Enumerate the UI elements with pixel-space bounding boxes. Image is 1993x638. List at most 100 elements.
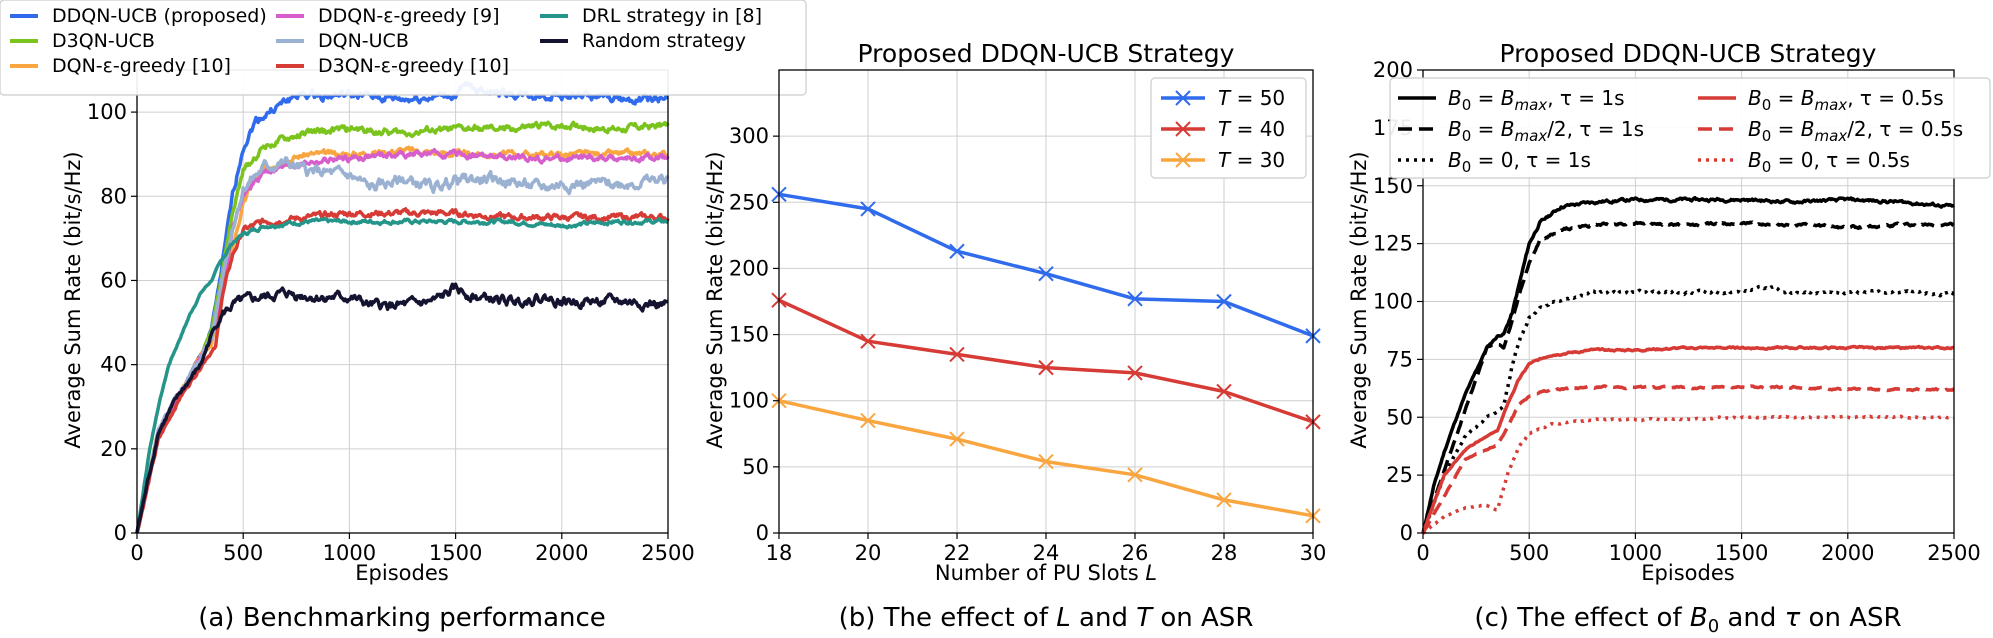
panel-b-ytick-label: 50 xyxy=(742,455,769,479)
panel-c-xtick-label: 1000 xyxy=(1609,541,1662,565)
panel-c-series xyxy=(1421,195,1955,535)
panel-a-ytick-label: 40 xyxy=(100,353,127,377)
panel-b-series-0-point xyxy=(1038,266,1054,282)
panel-a-legend-item-4: DQN-UCB xyxy=(276,30,409,52)
panel-a-legend-item-1: D3QN-UCB xyxy=(10,30,155,52)
panel-a-legend-item-6: DRL strategy in [8] xyxy=(540,5,762,27)
panel-b-xtick-label: 22 xyxy=(944,541,971,565)
panel-c-xtick-label: 1500 xyxy=(1715,541,1768,565)
panel-b-xtick-label: 26 xyxy=(1122,541,1149,565)
panel-b-legend-label-0: T = 50 xyxy=(1218,86,1285,110)
panel-a-legend-label-6: DRL strategy in [8] xyxy=(582,5,762,27)
panel-b-series-1-point xyxy=(1038,359,1054,376)
panel-c-legend-label-1: B0 = Bmax/2, τ = 1s xyxy=(1448,117,1644,145)
panel-a-series-4 xyxy=(135,156,670,534)
panel-a-legend-label-0: DDQN-UCB (proposed) xyxy=(52,5,267,27)
panel-a-legend-label-7: Random strategy xyxy=(582,30,746,52)
panel-c-legend-box xyxy=(1389,77,1991,179)
panel-b-title: Proposed DDQN-UCB Strategy xyxy=(858,39,1235,68)
panel-b-series-1-point xyxy=(949,346,965,363)
panel-c-series-3 xyxy=(1421,344,1955,534)
panel-a-legend-item-2: DQN-ε-greedy [10] xyxy=(10,55,231,77)
panel-a-xtick-label: 0 xyxy=(130,541,143,565)
panel-a-legend-box xyxy=(0,0,807,96)
panel-b-ytick-label: 300 xyxy=(729,124,769,148)
panel-a-legend-label-2: DQN-ε-greedy [10] xyxy=(52,55,231,77)
panel-b-series-1-point xyxy=(1216,383,1232,400)
panel-a-xtick-label: 1500 xyxy=(429,541,482,565)
panel-b-series-2-point xyxy=(860,412,876,429)
panel-b-xtick-label: 28 xyxy=(1211,541,1238,565)
panel-a-xtick-label: 2500 xyxy=(641,541,694,565)
panel-b-series-2-point xyxy=(1127,467,1143,483)
panel-a-legend-item-7: Random strategy xyxy=(540,30,746,52)
panel-a-ytick-label: 60 xyxy=(100,268,127,292)
panel-c-legend-label-2: B0 = 0, τ = 1s xyxy=(1448,148,1591,176)
panel-a-ytick-label: 20 xyxy=(100,437,127,461)
panel-a-legend: DDQN-UCB (proposed) D3QN-UCB DQN-ε-greedy … xyxy=(0,0,807,96)
panel-b-caption: (b) The effect of L and T on ASR xyxy=(839,603,1254,633)
panel-a-xtick-label: 2000 xyxy=(535,541,588,565)
panel-c-series-4 xyxy=(1421,384,1955,534)
panel-c-ytick-label: 75 xyxy=(1386,347,1413,371)
panel-b-series-0-point xyxy=(949,243,965,259)
panel-a-legend-label-4: DQN-UCB xyxy=(318,30,409,52)
panel-c-series-2 xyxy=(1421,284,1955,534)
panel-b-ytick-label: 250 xyxy=(729,190,769,214)
panel-c-ylabel: Average Sum Rate (bit/s/Hz) xyxy=(1347,151,1371,448)
panel-b-ytick-label: 100 xyxy=(729,389,769,413)
panel-c-legend-item-5: B0 = 0, τ = 0.5s xyxy=(1698,148,1910,176)
panel-a-xtick-label: 500 xyxy=(223,541,263,565)
panel-a-series-7 xyxy=(135,282,669,534)
panel-b-series-0-point xyxy=(1216,293,1232,310)
panel-b-ytick-label: 150 xyxy=(729,323,769,347)
panel-b-xtick-label: 18 xyxy=(766,541,793,565)
panel-b-series xyxy=(771,186,1321,524)
panel-b-series-2-point xyxy=(949,431,965,447)
panel-b-legend-label-2: T = 30 xyxy=(1218,148,1285,172)
panel-a-ytick-label: 80 xyxy=(100,184,127,208)
panel-c-xlabel: Episodes xyxy=(1641,561,1734,585)
panel-c-legend-label-5: B0 = 0, τ = 0.5s xyxy=(1748,148,1910,176)
panel-b-series-0-point xyxy=(860,201,876,217)
panel-b-legend-label-1: T = 40 xyxy=(1218,117,1285,141)
panel-a-caption: (a) Benchmarking performance xyxy=(198,603,606,633)
panel-b-xtick-label: 24 xyxy=(1033,541,1060,565)
panel-c-xtick-label: 0 xyxy=(1416,541,1429,565)
panel-c-series-5 xyxy=(1422,414,1955,535)
panel-a-series-5 xyxy=(135,207,670,534)
panel-a-ylabel: Average Sum Rate (bit/s/Hz) xyxy=(61,151,85,448)
panel-a-ytick-label: 0 xyxy=(114,521,127,545)
panel-b-ylabel: Average Sum Rate (bit/s/Hz) xyxy=(703,151,727,448)
panel-c-ytick-label: 125 xyxy=(1373,232,1413,256)
panel-b-xtick-label: 20 xyxy=(855,541,882,565)
panel-c-legend-item-3: B0 = Bmax, τ = 0.5s xyxy=(1698,86,1944,114)
panel-b-legend-item-0: T = 50 xyxy=(1161,86,1285,110)
panel-b-legend-item-2: T = 30 xyxy=(1161,148,1285,172)
panel-c-legend-item-2: B0 = 0, τ = 1s xyxy=(1398,148,1591,176)
panel-c-ytick-label: 50 xyxy=(1386,405,1413,429)
panel-c-series-1 xyxy=(1421,220,1955,534)
panel-c-legend-item-1: B0 = Bmax/2, τ = 1s xyxy=(1398,117,1644,145)
panel-a-legend-label-5: D3QN-ε-greedy [10] xyxy=(318,55,509,77)
panel-b-legend: T = 50 T = 40 T = 30 xyxy=(1150,77,1307,179)
panel-c-series-0 xyxy=(1421,195,1955,534)
panel-c-xtick-label: 2000 xyxy=(1821,541,1874,565)
panel-c-legend-item-4: B0 = Bmax/2, τ = 0.5s xyxy=(1698,117,1963,145)
panel-c-legend-item-0: B0 = Bmax, τ = 1s xyxy=(1398,86,1625,114)
panel-c-ytick-label: 25 xyxy=(1386,463,1413,487)
panel-a-xlabel: Episodes xyxy=(355,561,448,585)
panel-b-xtick-label: 30 xyxy=(1300,541,1327,565)
panel-c-xtick-label: 500 xyxy=(1509,541,1549,565)
panel-b-series-2-point xyxy=(1216,492,1232,508)
panel-c-ytick-label: 0 xyxy=(1400,521,1413,545)
panel-c-caption: (c) The effect of B0 and τ on ASR xyxy=(1474,603,1901,637)
panel-a-legend-item-5: D3QN-ε-greedy [10] xyxy=(276,55,509,77)
panel-c: 0500100015002000250002550751001251501752… xyxy=(1347,39,1991,637)
panel-c-legend-label-3: B0 = Bmax, τ = 0.5s xyxy=(1748,86,1944,114)
panel-c-legend-label-4: B0 = Bmax/2, τ = 0.5s xyxy=(1748,117,1963,145)
panel-b-xlabel: Number of PU Slots L xyxy=(935,561,1157,585)
panel-a-series xyxy=(135,81,670,534)
